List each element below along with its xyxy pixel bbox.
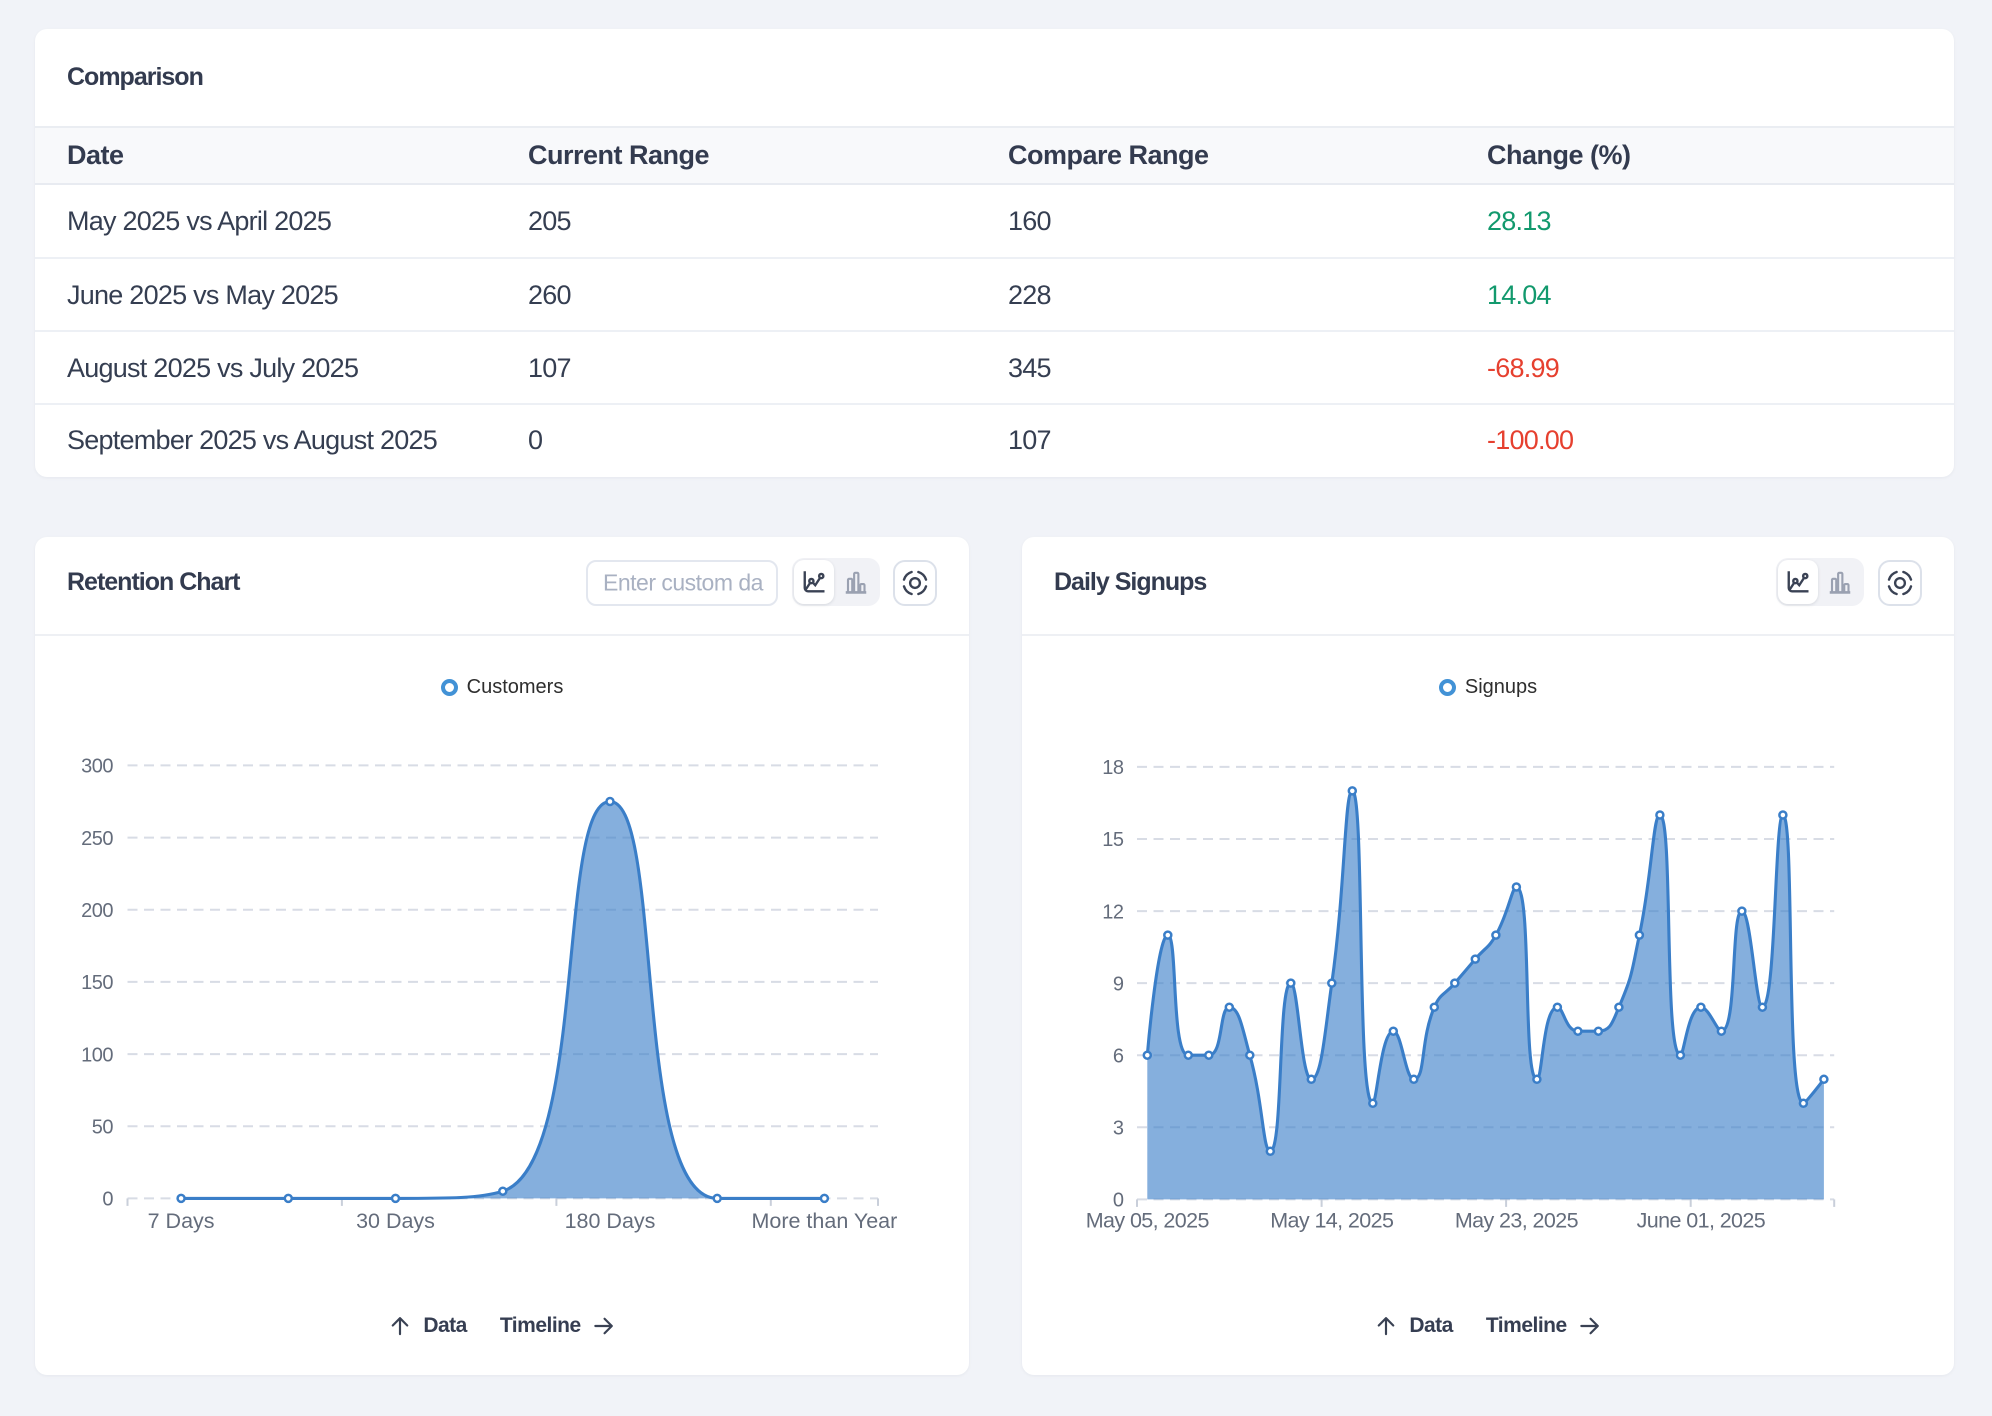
svg-text:6: 6: [1113, 1045, 1124, 1067]
svg-text:3: 3: [1113, 1118, 1124, 1140]
svg-text:June 01, 2025: June 01, 2025: [1637, 1208, 1766, 1232]
svg-text:May 05, 2025: May 05, 2025: [1086, 1208, 1210, 1232]
svg-text:180 Days: 180 Days: [565, 1209, 656, 1233]
svg-text:9: 9: [1113, 973, 1124, 995]
svg-text:300: 300: [81, 756, 113, 778]
svg-text:100: 100: [81, 1044, 113, 1066]
svg-text:18: 18: [1102, 757, 1124, 779]
svg-text:250: 250: [81, 828, 113, 850]
svg-text:May 14, 2025: May 14, 2025: [1270, 1208, 1394, 1232]
svg-text:12: 12: [1102, 901, 1124, 923]
svg-text:50: 50: [92, 1116, 114, 1138]
svg-text:150: 150: [81, 972, 113, 994]
svg-text:0: 0: [102, 1189, 113, 1211]
svg-text:30 Days: 30 Days: [356, 1209, 435, 1233]
svg-text:200: 200: [81, 900, 113, 922]
svg-text:7 Days: 7 Days: [148, 1209, 215, 1233]
svg-text:0: 0: [1113, 1190, 1124, 1212]
svg-text:May 23, 2025: May 23, 2025: [1455, 1208, 1579, 1232]
svg-text:More than Year: More than Year: [751, 1209, 897, 1233]
svg-text:15: 15: [1102, 829, 1124, 851]
